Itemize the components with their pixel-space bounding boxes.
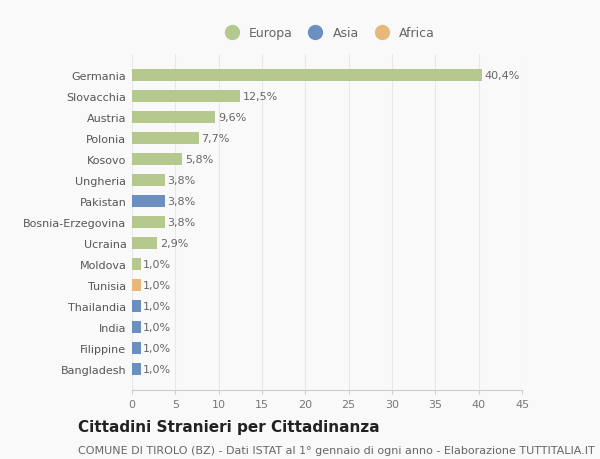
Bar — [132, 238, 157, 249]
Text: 2,9%: 2,9% — [160, 239, 188, 248]
Text: 12,5%: 12,5% — [243, 92, 278, 102]
Legend: Europa, Asia, Africa: Europa, Asia, Africa — [217, 24, 437, 42]
Bar — [132, 175, 165, 186]
Text: 3,8%: 3,8% — [167, 176, 196, 186]
Text: 1,0%: 1,0% — [143, 343, 172, 353]
Bar — [132, 280, 140, 291]
Text: 1,0%: 1,0% — [143, 302, 172, 311]
Bar — [132, 70, 482, 82]
Text: 1,0%: 1,0% — [143, 364, 172, 374]
Text: 1,0%: 1,0% — [143, 280, 172, 291]
Text: 1,0%: 1,0% — [143, 322, 172, 332]
Bar — [132, 196, 165, 207]
Text: COMUNE DI TIROLO (BZ) - Dati ISTAT al 1° gennaio di ogni anno - Elaborazione TUT: COMUNE DI TIROLO (BZ) - Dati ISTAT al 1°… — [78, 445, 595, 455]
Bar — [132, 259, 140, 270]
Bar — [132, 301, 140, 312]
Text: 9,6%: 9,6% — [218, 113, 246, 123]
Text: 3,8%: 3,8% — [167, 218, 196, 228]
Text: 3,8%: 3,8% — [167, 197, 196, 207]
Bar — [132, 364, 140, 375]
Bar — [132, 133, 199, 145]
Text: 7,7%: 7,7% — [202, 134, 230, 144]
Text: 1,0%: 1,0% — [143, 259, 172, 269]
Bar — [132, 112, 215, 123]
Bar — [132, 322, 140, 333]
Bar — [132, 154, 182, 166]
Bar — [132, 91, 241, 103]
Text: Cittadini Stranieri per Cittadinanza: Cittadini Stranieri per Cittadinanza — [78, 419, 380, 434]
Text: 5,8%: 5,8% — [185, 155, 213, 165]
Text: 40,4%: 40,4% — [485, 71, 520, 81]
Bar — [132, 217, 165, 229]
Bar — [132, 342, 140, 354]
